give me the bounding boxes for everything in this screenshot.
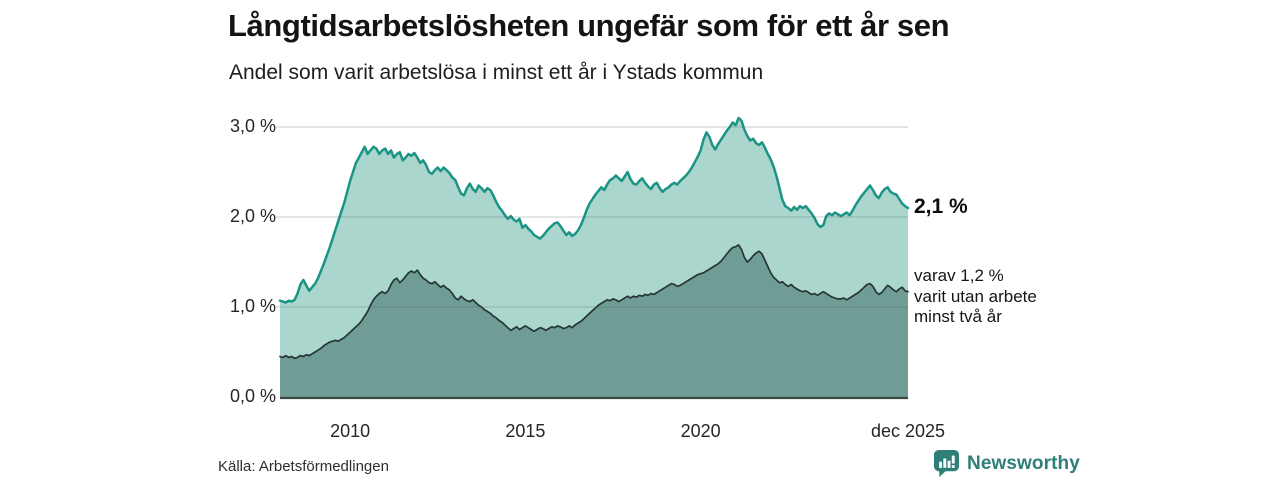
y-axis-tick-label: 2,0 % <box>229 206 276 226</box>
source-label: Källa: Arbetsförmedlingen <box>218 458 389 475</box>
series-area-2 <box>280 244 908 397</box>
x-axis-tick-label: dec 2025 <box>870 421 946 441</box>
page-title: Långtidsarbetslösheten ungefär som för e… <box>228 8 950 43</box>
secondary-annotation: varav 1,2 % varit utan arbete minst två … <box>914 266 1037 326</box>
x-axis-tick-label: 2015 <box>505 421 546 441</box>
newsworthy-bubble-chart-icon <box>933 450 960 477</box>
y-axis-tick-label: 0,0 % <box>229 386 276 406</box>
y-axis-tick-label: 1,0 % <box>229 296 276 316</box>
series-line-2 <box>279 244 909 360</box>
series-line-1 <box>278 116 910 304</box>
x-axis-tick-label: 2020 <box>680 421 721 441</box>
newsworthy-logo: Newsworthy <box>933 449 1080 478</box>
page-subtitle: Andel som varit arbetslösa i minst ett å… <box>229 61 764 84</box>
newsworthy-wordmark: Newsworthy <box>967 452 1080 474</box>
y-axis-tick-label: 3,0 % <box>229 116 276 136</box>
latest-value-label: 2,1 % <box>914 195 968 218</box>
x-axis-tick-label: 2010 <box>330 421 371 441</box>
